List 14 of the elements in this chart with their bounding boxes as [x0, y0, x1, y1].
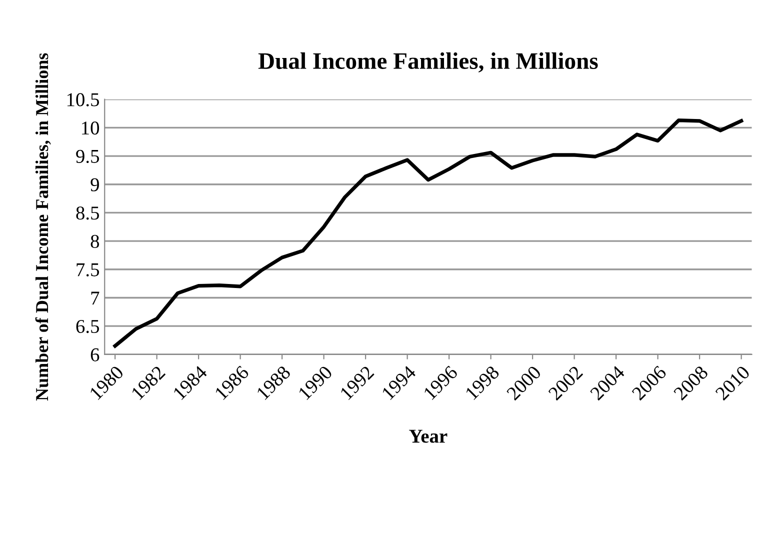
x-axis-title: Year	[409, 430, 448, 443]
line-series	[113, 118, 744, 348]
y-tick-label: 8	[90, 234, 100, 248]
y-tick-label: 7.5	[76, 263, 100, 276]
y-tick-label: 7	[91, 292, 100, 304]
chart-title: Dual Income Families, in Millions	[258, 52, 598, 72]
y-tick-label: 8.5	[76, 206, 100, 220]
y-tick-label: 6	[90, 348, 100, 362]
y-axis-title: Number of Dual Income Families, in Millions	[35, 53, 51, 401]
y-tick-label: 6.5	[76, 320, 100, 334]
y-tick-label: 10	[82, 122, 100, 135]
y-tick-label: 10.5	[67, 93, 100, 106]
y-tick-label: 9.5	[76, 150, 100, 164]
y-tick-label: 9	[90, 178, 99, 192]
